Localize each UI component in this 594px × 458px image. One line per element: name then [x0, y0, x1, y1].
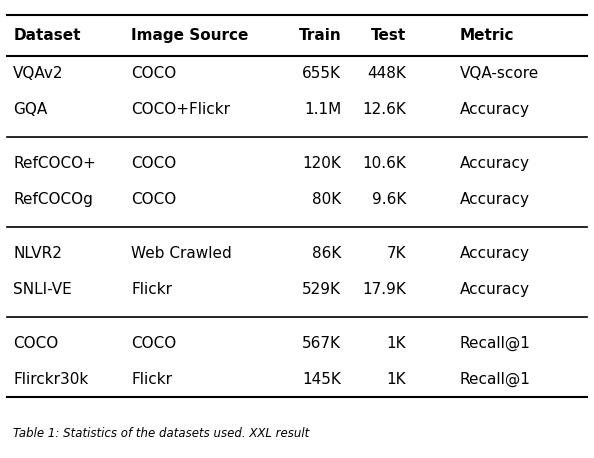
Text: COCO: COCO [131, 192, 176, 207]
Text: Accuracy: Accuracy [460, 103, 530, 117]
Text: 1K: 1K [387, 372, 406, 387]
Text: Image Source: Image Source [131, 28, 249, 43]
Text: 17.9K: 17.9K [362, 282, 406, 297]
Text: 1.1M: 1.1M [304, 103, 342, 117]
Text: 529K: 529K [302, 282, 342, 297]
Text: 120K: 120K [302, 156, 342, 171]
Text: Dataset: Dataset [13, 28, 81, 43]
Text: 12.6K: 12.6K [362, 103, 406, 117]
Text: RefCOCO+: RefCOCO+ [13, 156, 96, 171]
Text: Accuracy: Accuracy [460, 156, 530, 171]
Text: Table 1: Statistics of the datasets used. XXL result: Table 1: Statistics of the datasets used… [13, 427, 309, 440]
Text: RefCOCOg: RefCOCOg [13, 192, 93, 207]
Text: 655K: 655K [302, 66, 342, 82]
Text: 80K: 80K [312, 192, 342, 207]
Text: 9.6K: 9.6K [372, 192, 406, 207]
Text: VQAv2: VQAv2 [13, 66, 64, 82]
Text: 10.6K: 10.6K [362, 156, 406, 171]
Text: VQA-score: VQA-score [460, 66, 539, 82]
Text: Train: Train [299, 28, 342, 43]
Text: NLVR2: NLVR2 [13, 246, 62, 261]
Text: Flirckr30k: Flirckr30k [13, 372, 89, 387]
Text: SNLI-VE: SNLI-VE [13, 282, 72, 297]
Text: 448K: 448K [368, 66, 406, 82]
Text: Test: Test [371, 28, 406, 43]
Text: Accuracy: Accuracy [460, 282, 530, 297]
Text: COCO: COCO [131, 66, 176, 82]
Text: Recall@1: Recall@1 [460, 372, 530, 387]
Text: COCO: COCO [131, 156, 176, 171]
Text: COCO: COCO [131, 336, 176, 351]
Text: 1K: 1K [387, 336, 406, 351]
Text: Flickr: Flickr [131, 372, 172, 387]
Text: GQA: GQA [13, 103, 48, 117]
Text: 7K: 7K [387, 246, 406, 261]
Text: COCO: COCO [13, 336, 58, 351]
Text: Flickr: Flickr [131, 282, 172, 297]
Text: 567K: 567K [302, 336, 342, 351]
Text: 86K: 86K [312, 246, 342, 261]
Text: Recall@1: Recall@1 [460, 336, 530, 351]
Text: Metric: Metric [460, 28, 514, 43]
Text: Accuracy: Accuracy [460, 192, 530, 207]
Text: 145K: 145K [302, 372, 342, 387]
Text: COCO+Flickr: COCO+Flickr [131, 103, 230, 117]
Text: Accuracy: Accuracy [460, 246, 530, 261]
Text: Web Crawled: Web Crawled [131, 246, 232, 261]
